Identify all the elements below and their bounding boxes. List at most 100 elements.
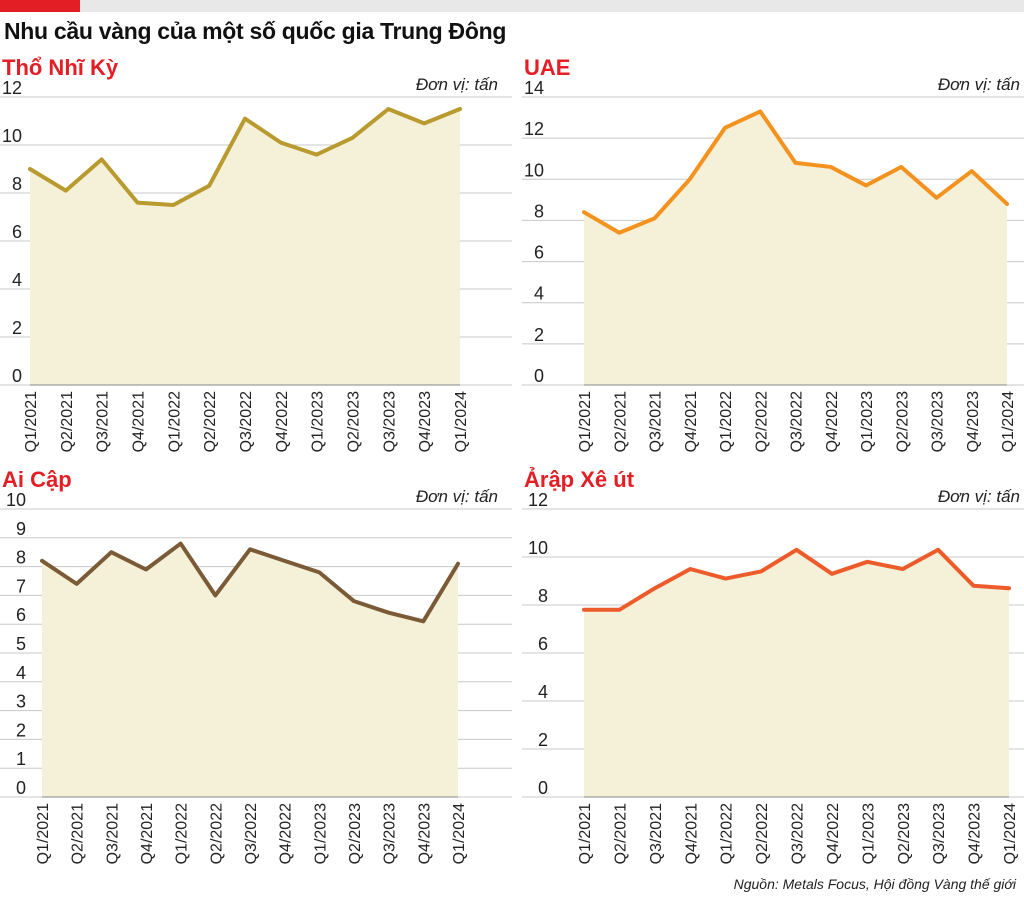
data-point (1007, 586, 1011, 590)
x-tick-label: Q3/2023 (930, 391, 947, 452)
data-point (109, 550, 113, 554)
chart-svg: 0 2 4 6 8 10 12 Q1/2021 Q2/2021 Q3/2021 Q4/2021 Q1/… (0, 78, 512, 452)
chart-title: Ai Cập (2, 467, 72, 492)
x-tick-label: Q2/2021 (612, 391, 629, 452)
data-point (688, 177, 692, 181)
x-tick-label: Q1/2023 (312, 803, 329, 864)
chart-title: UAE (524, 55, 571, 80)
x-tick-label: Q3/2022 (238, 391, 255, 452)
y-tick-label: 8 (534, 201, 544, 221)
x-tick-label: Q3/2023 (382, 803, 399, 864)
x-tick-label: Q1/2021 (35, 803, 52, 864)
data-point (351, 136, 354, 140)
data-point (179, 542, 183, 546)
x-tick-label: Q1/2023 (310, 391, 327, 452)
source-note: Nguồn: Metals Focus, Hội đồng Vàng thế g… (733, 876, 1016, 892)
x-tick-label: Q3/2021 (648, 803, 665, 864)
y-tick-label: 10 (6, 490, 26, 510)
y-tick-label: 8 (16, 548, 26, 568)
unit-label: Đơn vị: tấn (937, 75, 1020, 94)
y-tick-label: 4 (16, 663, 26, 683)
area-fill (584, 111, 1007, 386)
x-tick-label: Q4/2022 (278, 803, 295, 864)
y-tick-label: 6 (16, 605, 26, 625)
data-point (688, 567, 692, 571)
y-tick-label: 10 (2, 126, 22, 146)
x-tick-label: Q2/2023 (347, 803, 364, 864)
y-tick-label: 10 (528, 538, 548, 558)
x-tick-label: Q2/2022 (208, 803, 225, 864)
data-point (207, 184, 211, 188)
unit-label: Đơn vị: tấn (937, 487, 1020, 506)
data-point (100, 157, 104, 161)
data-point (936, 548, 940, 552)
top-bar (0, 0, 1024, 12)
unit-label: Đơn vị: tấn (415, 487, 498, 506)
x-tick-label: Q4/2021 (683, 803, 700, 864)
x-tick-label: Q1/2023 (860, 803, 877, 864)
y-tick-label: 0 (538, 778, 548, 798)
x-tick-label: Q4/2023 (965, 391, 982, 452)
chart-svg: 0 2 4 6 8 10 12 Q1/2021 Q2/2021 Q3/2021 Q4/2021 Q1/… (522, 490, 1024, 864)
chart-svg: 0 2 4 6 8 10 12 14 Q1/2021 Q2/2021 Q3/2021 Q4/2021 Q… (522, 78, 1024, 452)
data-point (1005, 202, 1009, 206)
y-tick-label: 0 (534, 366, 544, 386)
y-tick-label: 8 (538, 586, 548, 606)
x-tick-label: Q4/2023 (967, 803, 984, 864)
y-tick-label: 0 (12, 366, 22, 386)
data-point (144, 567, 148, 571)
data-point (901, 567, 905, 571)
x-tick-label: Q1/2021 (577, 391, 594, 452)
x-tick-label: Q2/2023 (894, 391, 911, 452)
data-point (829, 165, 833, 169)
data-point (386, 107, 390, 111)
data-point (456, 562, 460, 566)
data-point (243, 117, 247, 121)
x-tick-label: Q1/2024 (451, 803, 468, 864)
x-tick-label: Q4/2022 (274, 391, 291, 452)
data-point (422, 121, 426, 125)
data-point (830, 572, 834, 576)
y-tick-label: 12 (2, 78, 22, 98)
data-point (724, 577, 728, 581)
y-tick-label: 12 (528, 490, 548, 510)
y-tick-label: 9 (16, 519, 26, 539)
y-tick-label: 12 (524, 119, 544, 139)
data-point (865, 560, 869, 564)
x-tick-label: Q4/2023 (416, 803, 433, 864)
data-point (795, 548, 798, 552)
data-point (317, 570, 321, 574)
x-tick-label: Q3/2021 (95, 391, 112, 452)
y-tick-label: 14 (524, 78, 544, 98)
y-tick-label: 4 (534, 284, 544, 304)
y-tick-label: 5 (16, 634, 26, 654)
data-point (582, 608, 586, 612)
data-point (759, 569, 763, 573)
x-tick-label: Q4/2021 (131, 391, 148, 452)
chart-title: Thổ Nhĩ Kỳ (2, 55, 119, 80)
y-tick-label: 10 (524, 160, 544, 180)
data-point (136, 201, 139, 205)
y-tick-label: 2 (12, 318, 22, 338)
x-tick-label: Q1/2022 (166, 391, 183, 452)
data-point (40, 559, 44, 563)
data-point (421, 619, 425, 623)
main-title: Nhu cầu vàng của một số quốc gia Trung Đ… (4, 18, 507, 44)
x-tick-label: Q1/2023 (859, 391, 876, 452)
x-tick-label: Q1/2024 (1000, 391, 1017, 452)
area-fill (584, 549, 1009, 797)
chart-svg: 0 1 2 3 4 5 6 7 8 9 10 Q1/2021 Q2/2021 Q3/2021 Q4/2021… (0, 490, 512, 864)
data-point (972, 584, 976, 588)
unit-label: Đơn vị: tấn (415, 75, 498, 94)
x-tick-label: Q3/2021 (104, 803, 121, 864)
y-tick-label: 0 (16, 778, 26, 798)
y-tick-label: 2 (538, 730, 548, 750)
x-tick-label: Q2/2021 (70, 803, 87, 864)
y-tick-label: 2 (534, 325, 544, 345)
x-tick-label: Q4/2021 (683, 391, 700, 452)
x-tick-label: Q3/2022 (790, 803, 807, 864)
data-point (213, 593, 217, 597)
y-tick-label: 7 (16, 576, 26, 596)
x-tick-label: Q2/2023 (346, 391, 363, 452)
data-point (653, 216, 656, 220)
